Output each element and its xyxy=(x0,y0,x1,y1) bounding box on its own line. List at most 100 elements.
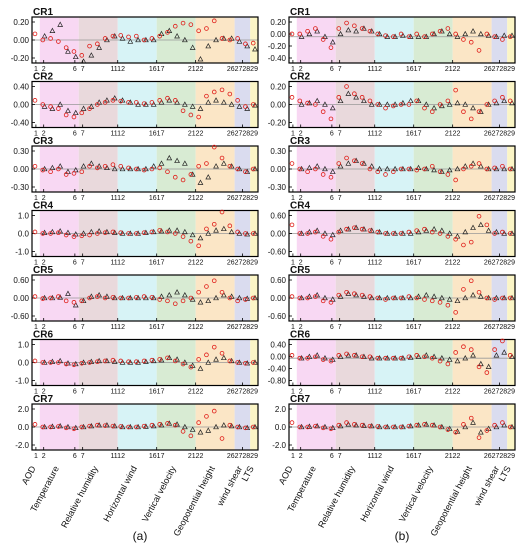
circle-point xyxy=(313,294,318,299)
triangle-point xyxy=(181,291,188,298)
y-tick-label: -2.0 xyxy=(15,441,29,450)
triangle-point xyxy=(392,230,398,236)
circle-point xyxy=(289,353,295,358)
triangle-point xyxy=(205,427,212,433)
band-background xyxy=(507,17,515,63)
circle-point xyxy=(227,295,233,301)
circle-point xyxy=(180,20,186,26)
x-tick-label: 2122 xyxy=(445,66,461,73)
x-tick-label: 1 xyxy=(34,66,38,73)
circle-point xyxy=(56,424,61,429)
triangle-point xyxy=(306,30,313,37)
triangle-point xyxy=(384,101,391,107)
triangle-point xyxy=(322,165,328,172)
triangle-point xyxy=(392,33,398,39)
subplot-cr1: CR1 0.20 0.00 -0.20 -0.40 1 2 6 7 1112 1617 2122 262… xyxy=(268,7,516,73)
x-tick-label: 7 xyxy=(338,260,342,267)
triangle-point xyxy=(228,357,235,364)
circle-point xyxy=(63,172,69,177)
triangle-point xyxy=(72,109,79,116)
circle-point xyxy=(87,106,92,111)
circle-point xyxy=(149,100,155,105)
circle-point xyxy=(79,233,85,239)
triangle-point xyxy=(431,293,437,299)
circle-point xyxy=(227,223,233,229)
x-tick-label: 1 xyxy=(291,324,295,331)
circle-point xyxy=(429,422,435,428)
circle-point xyxy=(383,231,388,236)
triangle-point xyxy=(181,160,188,166)
circle-point xyxy=(320,109,326,114)
triangle-point xyxy=(493,352,500,358)
triangle-point xyxy=(423,33,430,39)
circle-point xyxy=(313,229,318,235)
circle-point xyxy=(32,294,38,299)
triangle-point xyxy=(376,355,383,361)
triangle-point xyxy=(197,299,204,305)
triangle-point xyxy=(143,423,149,429)
circle-point xyxy=(79,360,85,366)
circle-point xyxy=(95,294,100,299)
circle-point xyxy=(414,167,419,173)
triangle-point xyxy=(314,422,321,429)
x-tick-label: 1617 xyxy=(406,324,422,331)
triangle-point xyxy=(446,30,453,37)
x-tick-label: 1 xyxy=(291,453,295,460)
triangle-point xyxy=(111,165,118,172)
circle-point xyxy=(352,422,357,427)
circle-point xyxy=(79,298,85,304)
circle-point xyxy=(95,231,100,236)
triangle-point xyxy=(80,105,87,111)
triangle-point xyxy=(127,423,134,430)
x-tick-label: 1112 xyxy=(110,453,125,460)
triangle-point xyxy=(501,422,508,428)
triangle-point xyxy=(189,171,196,177)
circle-point xyxy=(250,295,256,301)
y-tick-label: -2.0 xyxy=(272,441,286,450)
triangle-point xyxy=(104,357,110,364)
triangle-point xyxy=(462,228,469,235)
y-tick-label: 0.00 xyxy=(270,101,286,110)
triangle-point xyxy=(213,163,219,169)
triangle-point xyxy=(384,230,391,236)
circle-point xyxy=(134,166,139,172)
y-tick-label: 0.60 xyxy=(270,276,286,285)
triangle-point xyxy=(135,230,141,236)
circle-point xyxy=(165,229,170,235)
triangle-point xyxy=(368,227,375,233)
triangle-point xyxy=(111,422,118,429)
triangle-point xyxy=(407,422,414,429)
triangle-point xyxy=(368,422,375,429)
circle-point xyxy=(219,36,225,41)
category-label: Geopotential height xyxy=(428,464,474,538)
triangle-point xyxy=(345,226,352,232)
circle-point xyxy=(243,231,248,236)
category-label: LTS xyxy=(240,464,256,483)
triangle-point xyxy=(337,30,344,37)
triangle-point xyxy=(298,101,305,107)
triangle-point xyxy=(423,165,430,172)
circle-point xyxy=(328,45,334,50)
triangle-point xyxy=(314,28,321,34)
subplot-cr2: CR2 0.20 0.00 -0.20 1 2 6 7 1112 1617 2122 26272829 xyxy=(268,72,516,138)
triangle-point xyxy=(143,229,149,235)
circle-point xyxy=(367,28,373,34)
circle-point xyxy=(180,234,186,239)
circle-point xyxy=(235,36,240,41)
circle-point xyxy=(367,354,373,360)
circle-point xyxy=(375,295,381,301)
x-tick-label: 26272829 xyxy=(484,260,515,267)
circle-point xyxy=(227,358,233,364)
circle-point xyxy=(71,171,77,176)
circle-point xyxy=(188,112,194,118)
x-tick-label: 2 xyxy=(42,66,46,73)
circle-point xyxy=(500,95,505,100)
triangle-point xyxy=(127,230,134,236)
circle-point xyxy=(235,360,240,365)
triangle-point xyxy=(205,99,212,105)
circle-point xyxy=(359,161,365,166)
circle-point xyxy=(243,425,248,431)
circle-point xyxy=(328,236,334,242)
circle-point xyxy=(172,174,178,180)
circle-point xyxy=(180,429,186,434)
